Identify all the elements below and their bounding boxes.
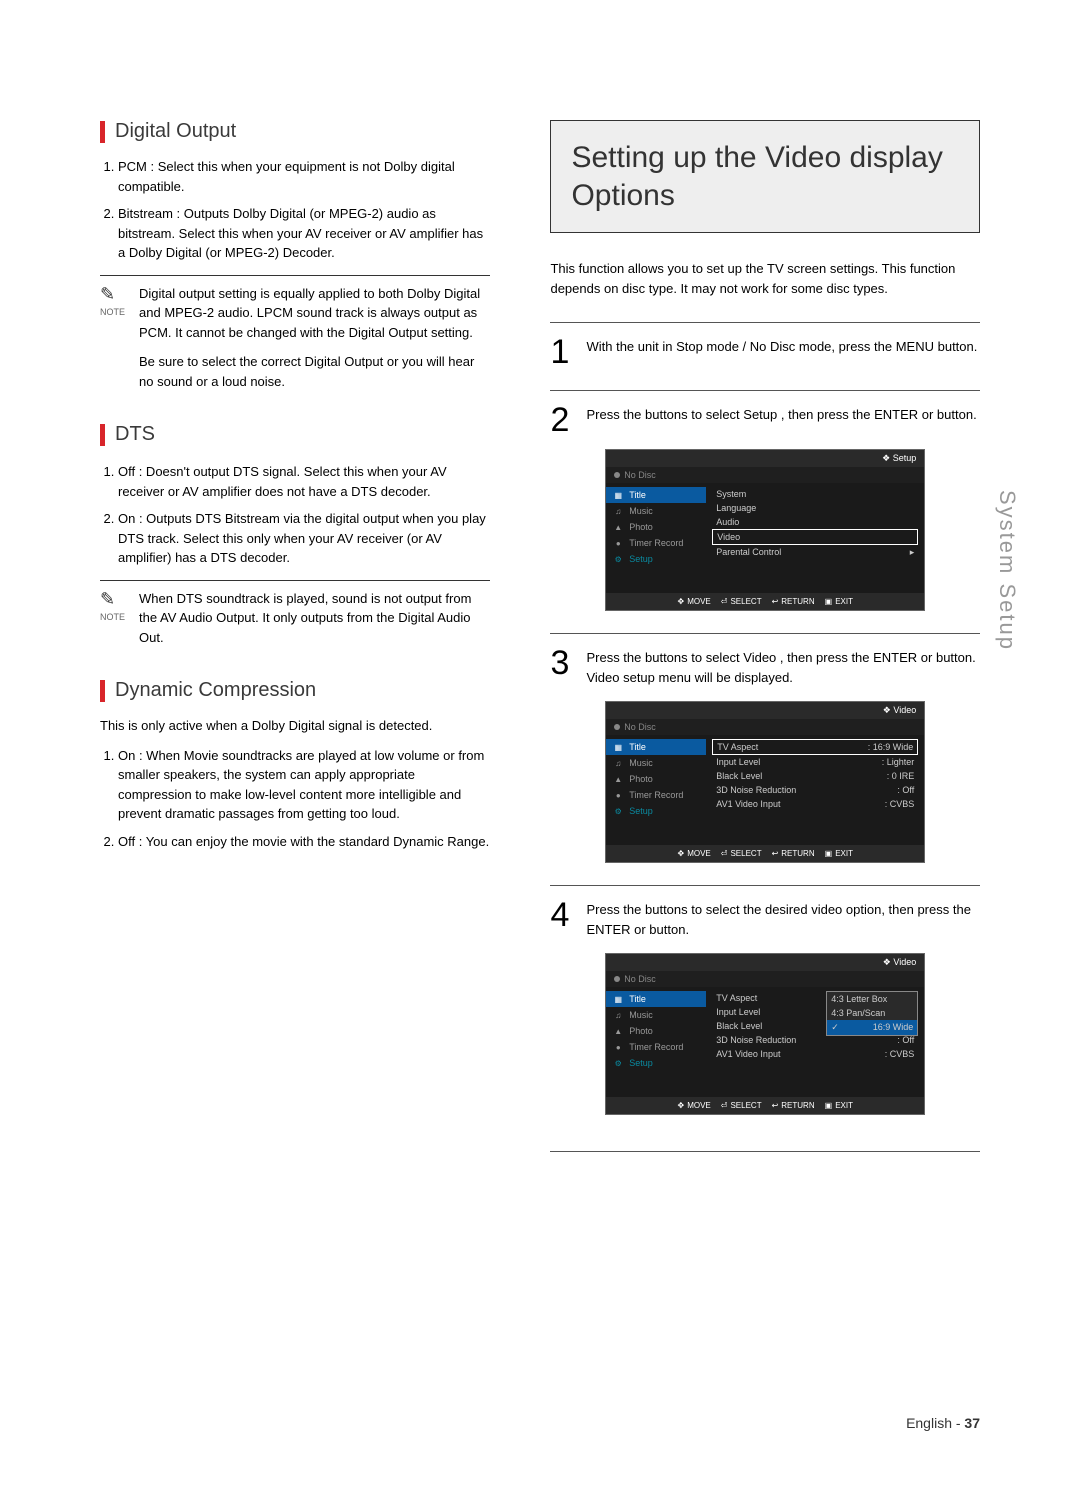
step-number: 1	[550, 337, 576, 368]
note-block: ✎ NOTE When DTS soundtrack is played, so…	[100, 580, 490, 648]
note-text: Digital output setting is equally applie…	[139, 284, 490, 392]
osd-sidebar: ▦Title ♫Music ▲Photo ●Timer Record ⚙Setu…	[606, 987, 706, 1097]
osd-aspect-popup: 4:3 Letter Box 4:3 Pan/Scan ✓16:9 Wide	[826, 991, 918, 1036]
note-label: NOTE	[100, 307, 125, 317]
footer-page: 37	[964, 1415, 980, 1431]
dynamic-list: On : When Movie soundtracks are played a…	[118, 746, 490, 852]
osd-popup-option: 4:3 Pan/Scan	[827, 1006, 917, 1020]
osd-sidebar-item-photo: ▲Photo	[606, 1023, 706, 1039]
osd-footer: ✥ MOVE ⏎ SELECT ↩ RETURN ▣ EXIT	[606, 845, 924, 862]
osd-footer: ✥ MOVE ⏎ SELECT ↩ RETURN ▣ EXIT	[606, 593, 924, 610]
osd-row-selected: Video	[712, 529, 918, 545]
step-text: Press the buttons to select Video , then…	[586, 648, 980, 687]
divider	[550, 1151, 980, 1152]
hero-box: Setting up the Video display Options	[550, 120, 980, 233]
osd-sidebar-item-timer: ●Timer Record	[606, 535, 706, 551]
osd-row: Input Level: Lighter	[712, 755, 918, 769]
step-4: 4 Press the buttons to select the desire…	[550, 885, 980, 1137]
osd-row: Black Level: 0 IRE	[712, 769, 918, 783]
osd-breadcrumb: ❖ Video	[606, 954, 924, 971]
osd-setup-menu: ❖ Setup No Disc ▦Title ♫Music ▲Photo ●Ti…	[605, 449, 925, 611]
osd-sidebar-item-photo: ▲Photo	[606, 519, 706, 535]
osd-main: System Language Audio Video Parental Con…	[706, 483, 924, 593]
footer-lang: English -	[906, 1415, 964, 1431]
note-icon: ✎	[100, 284, 125, 305]
osd-status: No Disc	[606, 971, 924, 987]
step-number: 3	[550, 648, 576, 679]
note-icon-col: ✎ NOTE	[100, 589, 125, 648]
osd-popup-option: 4:3 Letter Box	[827, 992, 917, 1006]
osd-video-aspect-popup: ❖ Video No Disc ▦Title ♫Music ▲Photo ●Ti…	[605, 953, 925, 1115]
step-1: 1 With the unit in Stop mode / No Disc m…	[550, 322, 980, 390]
osd-sidebar-item-title: ▦Title	[606, 739, 706, 755]
osd-row-selected: TV Aspect: 16:9 Wide	[712, 739, 918, 755]
intro-text: This is only active when a Dolby Digital…	[100, 716, 490, 736]
list-item: PCM : Select this when your equipment is…	[118, 157, 490, 196]
osd-sidebar-item-title: ▦Title	[606, 487, 706, 503]
paragraph: Digital output setting is equally applie…	[139, 284, 490, 343]
section-digital-output: Digital Output	[100, 120, 490, 143]
section-dynamic: Dynamic Compression	[100, 679, 490, 702]
osd-row: Audio	[712, 515, 918, 529]
osd-sidebar-item-setup: ⚙Setup	[606, 1055, 706, 1071]
section-title: DTS	[115, 423, 155, 446]
side-tab: System Setup	[994, 490, 1020, 651]
osd-row: AV1 Video Input: CVBS	[712, 797, 918, 811]
osd-video-menu: ❖ Video No Disc ▦Title ♫Music ▲Photo ●Ti…	[605, 701, 925, 863]
osd-sidebar-item-timer: ●Timer Record	[606, 1039, 706, 1055]
note-icon: ✎	[100, 589, 125, 610]
osd-breadcrumb: ❖ Video	[606, 702, 924, 719]
osd-sidebar-item-music: ♫Music	[606, 503, 706, 519]
digital-output-list: PCM : Select this when your equipment is…	[118, 157, 490, 263]
osd-sidebar-item-timer: ●Timer Record	[606, 787, 706, 803]
osd-sidebar-item-title: ▦Title	[606, 991, 706, 1007]
osd-sidebar-item-photo: ▲Photo	[606, 771, 706, 787]
paragraph: Be sure to select the correct Digital Ou…	[139, 352, 490, 391]
step-3: 3 Press the buttons to select Video , th…	[550, 633, 980, 885]
hero-title: Setting up the Video display Options	[571, 139, 959, 214]
osd-breadcrumb: ❖ Setup	[606, 450, 924, 467]
note-block: ✎ NOTE Digital output setting is equally…	[100, 275, 490, 392]
osd-row: Language	[712, 501, 918, 515]
list-item: On : When Movie soundtracks are played a…	[118, 746, 490, 824]
note-label: NOTE	[100, 612, 125, 622]
osd-status: No Disc	[606, 467, 924, 483]
osd-row: System	[712, 487, 918, 501]
osd-footer: ✥ MOVE ⏎ SELECT ↩ RETURN ▣ EXIT	[606, 1097, 924, 1114]
list-item: Off : You can enjoy the movie with the s…	[118, 832, 490, 852]
list-item: On : Outputs DTS Bitstream via the digit…	[118, 509, 490, 568]
step-number: 2	[550, 405, 576, 436]
section-title: Dynamic Compression	[115, 679, 316, 702]
osd-row: AV1 Video Input: CVBS	[712, 1047, 918, 1061]
osd-row: 3D Noise Reduction: Off	[712, 783, 918, 797]
dts-list: Off : Doesn't output DTS signal. Select …	[118, 462, 490, 568]
osd-sidebar-item-setup: ⚙Setup	[606, 803, 706, 819]
note-text: When DTS soundtrack is played, sound is …	[139, 589, 490, 648]
accent-bar	[100, 680, 105, 702]
section-title: Digital Output	[115, 120, 236, 143]
note-icon-col: ✎ NOTE	[100, 284, 125, 392]
osd-popup-option-active: ✓16:9 Wide	[827, 1020, 917, 1035]
osd-sidebar-item-music: ♫Music	[606, 1007, 706, 1023]
step-number: 4	[550, 900, 576, 931]
osd-main: TV Aspect: 16:9 Wide Input Level: Lighte…	[706, 735, 924, 845]
step-text: Press the buttons to select Setup , then…	[586, 405, 980, 425]
osd-status: No Disc	[606, 719, 924, 735]
osd-sidebar-item-setup: ⚙Setup	[606, 551, 706, 567]
accent-bar	[100, 121, 105, 143]
intro-paragraph: This function allows you to set up the T…	[550, 259, 980, 298]
osd-row: Parental Control▸	[712, 545, 918, 560]
list-item: Off : Doesn't output DTS signal. Select …	[118, 462, 490, 501]
accent-bar	[100, 424, 105, 446]
osd-sidebar: ▦Title ♫Music ▲Photo ●Timer Record ⚙Setu…	[606, 483, 706, 593]
osd-sidebar: ▦Title ♫Music ▲Photo ●Timer Record ⚙Setu…	[606, 735, 706, 845]
step-text: With the unit in Stop mode / No Disc mod…	[586, 337, 980, 357]
list-item: Bitstream : Outputs Dolby Digital (or MP…	[118, 204, 490, 263]
step-text: Press the buttons to select the desired …	[586, 900, 980, 939]
osd-sidebar-item-music: ♫Music	[606, 755, 706, 771]
section-dts: DTS	[100, 423, 490, 446]
page-footer: English - 37	[906, 1415, 980, 1431]
step-2: 2 Press the buttons to select Setup , th…	[550, 390, 980, 634]
